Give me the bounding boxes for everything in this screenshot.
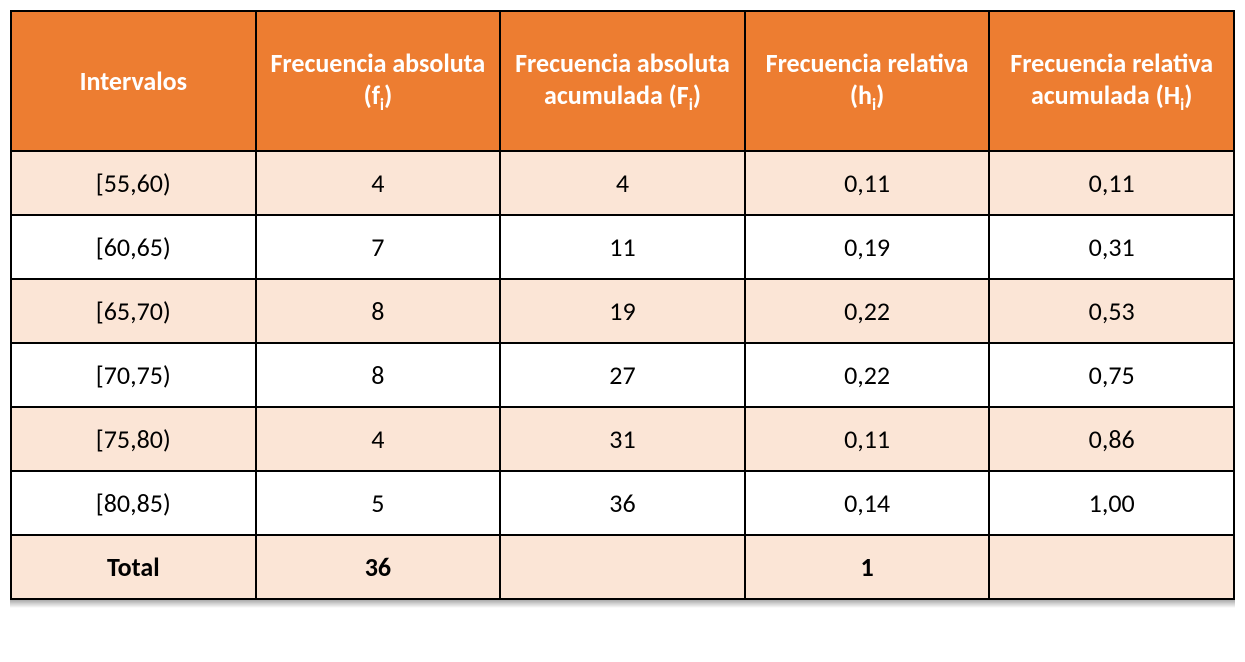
cell: 36 — [500, 471, 745, 535]
table: Intervalos Frecuencia absoluta (fi) Frec… — [10, 10, 1235, 600]
cell: 4 — [500, 151, 745, 215]
cell: 8 — [256, 279, 501, 343]
cell-total-label: Total — [11, 535, 256, 599]
col-header-fi: Frecuencia absoluta (fi) — [256, 11, 501, 151]
cell: 0,19 — [745, 215, 990, 279]
cell — [500, 535, 745, 599]
cell: 0,31 — [989, 215, 1234, 279]
header-label: Frecuencia absoluta (f — [271, 47, 486, 112]
cell: 0,14 — [745, 471, 990, 535]
cell: 0,75 — [989, 343, 1234, 407]
col-header-Fi: Frecuencia absoluta acumulada (Fi) — [500, 11, 745, 151]
cell: 27 — [500, 343, 745, 407]
cell: 0,22 — [745, 343, 990, 407]
cell: 31 — [500, 407, 745, 471]
col-header-intervalos: Intervalos — [11, 11, 256, 151]
cell: 7 — [256, 215, 501, 279]
cell: 5 — [256, 471, 501, 535]
cell: [65,70) — [11, 279, 256, 343]
cell: 0,53 — [989, 279, 1234, 343]
header-tail: ) — [1184, 79, 1192, 111]
cell: [55,60) — [11, 151, 256, 215]
header-tail: ) — [876, 79, 884, 111]
cell: 0,22 — [745, 279, 990, 343]
header-label: Intervalos — [80, 65, 187, 97]
cell: [75,80) — [11, 407, 256, 471]
table-row: [80,85) 5 36 0,14 1,00 — [11, 471, 1234, 535]
table-head: Intervalos Frecuencia absoluta (fi) Frec… — [11, 11, 1234, 151]
table-row: [70,75) 8 27 0,22 0,75 — [11, 343, 1234, 407]
header-tail: ) — [693, 79, 701, 111]
header-row: Intervalos Frecuencia absoluta (fi) Frec… — [11, 11, 1234, 151]
col-header-Hi: Frecuencia relativa acumulada (Hi) — [989, 11, 1234, 151]
cell: 1 — [745, 535, 990, 599]
cell: 19 — [500, 279, 745, 343]
table-total-row: Total 36 1 — [11, 535, 1234, 599]
cell: 0,11 — [745, 151, 990, 215]
table-row: [55,60) 4 4 0,11 0,11 — [11, 151, 1234, 215]
cell: 0,11 — [989, 151, 1234, 215]
cell: [80,85) — [11, 471, 256, 535]
table-shadow — [10, 600, 1235, 608]
cell: 0,11 — [745, 407, 990, 471]
table-row: [75,80) 4 31 0,11 0,86 — [11, 407, 1234, 471]
cell: 4 — [256, 407, 501, 471]
table-body: [55,60) 4 4 0,11 0,11 [60,65) 7 11 0,19 … — [11, 151, 1234, 599]
table-row: [65,70) 8 19 0,22 0,53 — [11, 279, 1234, 343]
col-header-hi: Frecuencia relativa (hi) — [745, 11, 990, 151]
cell: 1,00 — [989, 471, 1234, 535]
cell: 4 — [256, 151, 501, 215]
cell: 0,86 — [989, 407, 1234, 471]
header-label: Frecuencia relativa (h — [766, 47, 969, 112]
cell — [989, 535, 1234, 599]
cell: 36 — [256, 535, 501, 599]
cell: 11 — [500, 215, 745, 279]
cell: [70,75) — [11, 343, 256, 407]
cell: 8 — [256, 343, 501, 407]
header-tail: ) — [384, 79, 392, 111]
table-row: [60,65) 7 11 0,19 0,31 — [11, 215, 1234, 279]
frequency-table: Intervalos Frecuencia absoluta (fi) Frec… — [10, 10, 1235, 608]
cell: [60,65) — [11, 215, 256, 279]
